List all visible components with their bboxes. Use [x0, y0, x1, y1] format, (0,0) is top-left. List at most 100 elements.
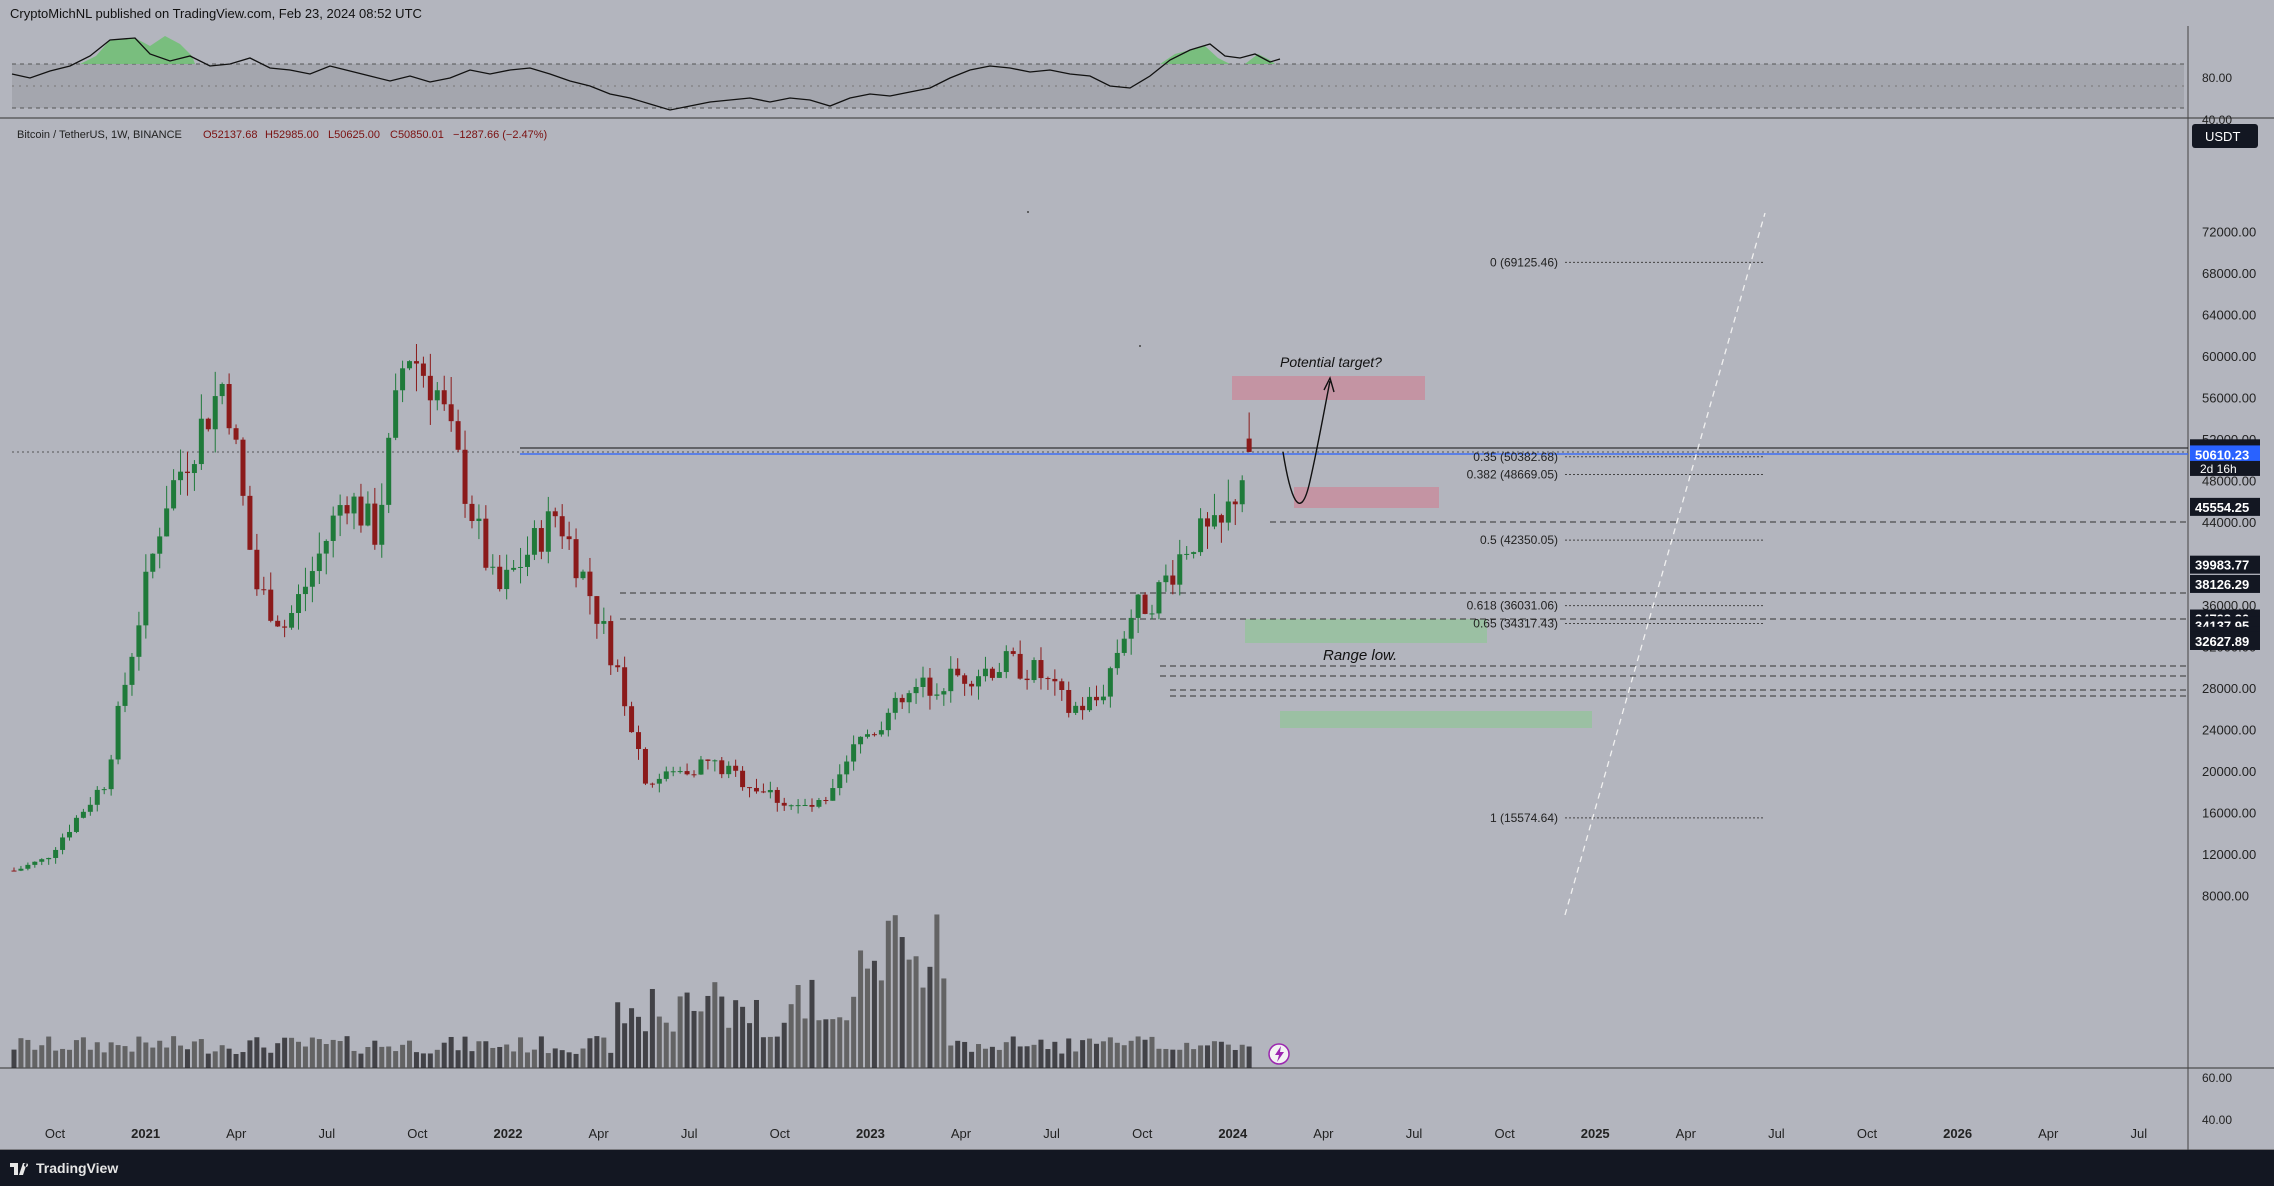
- price-tick: 44000.00: [2202, 515, 2256, 530]
- candle-body: [1024, 678, 1030, 681]
- candle-body: [171, 480, 177, 509]
- time-tick: 2026: [1943, 1126, 1972, 1141]
- fib-level-label: 0 (69125.46): [1490, 255, 1558, 269]
- volume-bar: [719, 996, 725, 1068]
- candle-body: [469, 503, 475, 522]
- candle-body: [913, 686, 919, 694]
- candle-body: [941, 691, 947, 695]
- candle-body: [1225, 501, 1231, 523]
- volume-bar: [316, 1039, 322, 1068]
- rsi-tick-40: 40.00: [2202, 113, 2232, 127]
- volume-bar: [1121, 1045, 1127, 1068]
- tradingview-brand: TradingView: [36, 1160, 119, 1176]
- candle-body: [740, 770, 746, 788]
- candle-body: [677, 771, 683, 773]
- candle-body: [892, 697, 898, 713]
- candle-body: [254, 549, 260, 590]
- time-axis[interactable]: Oct 2021 Apr Jul Oct 2022 Apr Jul Oct 2023 Apr Jul O…: [45, 1126, 2147, 1141]
- candle-body: [18, 868, 24, 871]
- price-label: 50610.23: [2195, 447, 2249, 462]
- price-tick: 28000.00: [2202, 681, 2256, 696]
- volume-bar: [781, 1022, 787, 1068]
- candle-body: [80, 811, 86, 818]
- volume-bar: [1045, 1049, 1051, 1068]
- volume-bar: [823, 1019, 829, 1068]
- candle-body: [948, 668, 954, 692]
- candle-body: [1184, 553, 1190, 555]
- candle-body: [753, 787, 759, 792]
- tradingview-logo[interactable]: TradingView: [10, 1160, 118, 1176]
- price-label-bg: [2190, 555, 2260, 574]
- volume-bar: [1010, 1036, 1016, 1068]
- volume-bar: [559, 1050, 565, 1068]
- stray-dot: [1139, 345, 1141, 347]
- candle-body: [594, 596, 600, 624]
- candle-body: [240, 439, 246, 496]
- candle-body: [1177, 554, 1183, 585]
- candle-body: [781, 802, 787, 806]
- volume-bar: [1218, 1041, 1224, 1068]
- volume-bar: [545, 1053, 551, 1068]
- volume-bar: [941, 978, 947, 1068]
- chart-canvas[interactable]: 0 (69125.46) 0.35 (50382.68) 0.382 (48669.…: [0, 26, 2274, 1150]
- candle-body: [157, 536, 163, 554]
- volume-bar: [511, 1051, 517, 1068]
- volume-bar: [552, 1048, 558, 1068]
- currency-button[interactable]: USDT: [2192, 124, 2258, 148]
- volume-bar: [864, 968, 870, 1068]
- volume-bar: [379, 1046, 385, 1068]
- candle-body: [462, 449, 468, 504]
- candle-body: [407, 361, 413, 369]
- candle-body: [1003, 651, 1009, 673]
- price-tick: 64000.00: [2202, 308, 2256, 323]
- volume-bar: [1232, 1049, 1238, 1068]
- candle-body: [920, 677, 926, 687]
- volume-bar: [642, 1031, 648, 1068]
- volume-bar: [46, 1036, 52, 1068]
- volume-bar: [191, 1041, 197, 1068]
- candle-body: [268, 589, 274, 621]
- footer-bar: TradingView: [0, 1150, 2274, 1186]
- volume-bar: [11, 1049, 17, 1068]
- price-tick: 60000.00: [2202, 349, 2256, 364]
- target-zone-lower: [1294, 487, 1439, 508]
- volume-bar: [275, 1043, 281, 1068]
- volume-bar: [663, 1022, 669, 1068]
- volume-bar: [1184, 1042, 1190, 1068]
- volume-bar: [774, 1036, 780, 1068]
- volume-bar: [1225, 1044, 1231, 1068]
- volume-bar: [726, 1027, 732, 1068]
- price-tick: 20000.00: [2202, 764, 2256, 779]
- price-tick: 24000.00: [2202, 723, 2256, 738]
- volume-bar: [1128, 1040, 1134, 1068]
- volume-bar: [469, 1051, 475, 1068]
- candle-body: [184, 471, 190, 474]
- candle-body: [136, 625, 142, 657]
- symbol-legend: Bitcoin / TetherUS, 1W, BINANCE O52137.6…: [17, 129, 547, 141]
- candle-body: [191, 464, 197, 474]
- candle-body: [490, 566, 496, 568]
- volume-bar: [441, 1042, 447, 1068]
- legend-change: −1287.66 (−2.47%): [453, 129, 547, 141]
- volume-bar: [948, 1045, 954, 1068]
- volume-bar: [1149, 1036, 1155, 1068]
- fib-retracement[interactable]: 0 (69125.46) 0.35 (50382.68) 0.382 (48669.…: [1467, 255, 1765, 825]
- time-tick: 2021: [131, 1126, 160, 1141]
- price-tick: 72000.00: [2202, 225, 2256, 240]
- candle-body: [719, 760, 725, 775]
- stray-dot: [1027, 211, 1029, 213]
- volume-bar: [1163, 1048, 1169, 1068]
- events-icon[interactable]: [1268, 1043, 1290, 1065]
- candle-body: [601, 621, 607, 624]
- volume-bar: [504, 1044, 510, 1068]
- candle-body: [934, 694, 940, 696]
- candle-body: [649, 783, 655, 785]
- time-tick: Oct: [1857, 1126, 1878, 1141]
- candle-body: [969, 683, 975, 687]
- candle-body: [670, 771, 676, 773]
- volume-bar: [1107, 1037, 1113, 1068]
- candle-body: [996, 672, 1002, 678]
- volume-bar: [989, 1046, 995, 1068]
- volume-bar: [816, 1020, 822, 1068]
- volume-bar: [656, 1016, 662, 1068]
